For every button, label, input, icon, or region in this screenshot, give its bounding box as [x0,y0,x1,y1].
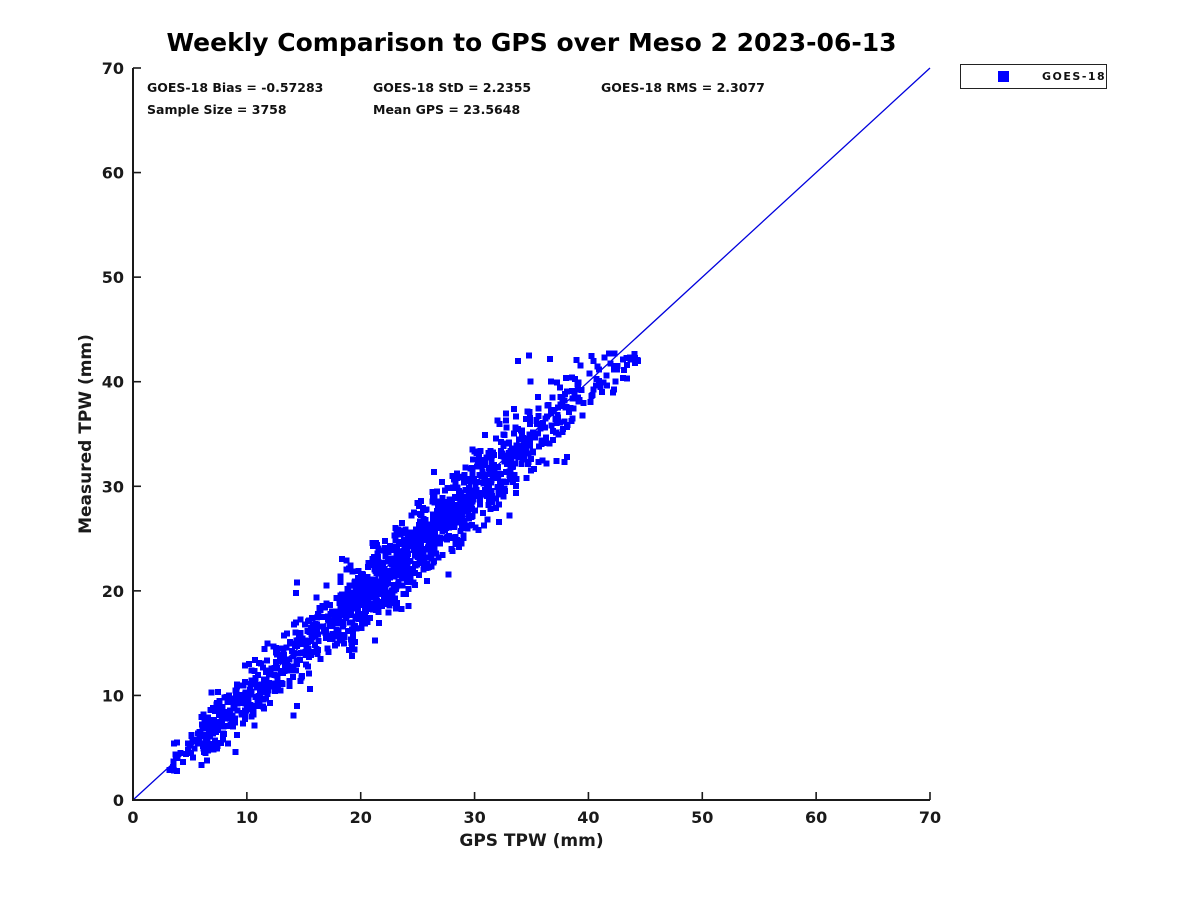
y-axis-tick-labels: 0 10 20 30 40 50 60 70 [102,59,124,810]
stat-mean-gps: Mean GPS = 23.5648 [373,102,521,117]
svg-text:10: 10 [236,808,258,827]
svg-text:0: 0 [113,791,124,810]
svg-text:60: 60 [805,808,827,827]
legend: GOES-18 [960,64,1107,89]
stat-rms: GOES-18 RMS = 2.3077 [601,80,765,95]
scatter-points [166,350,642,774]
svg-text:0: 0 [127,808,138,827]
svg-text:20: 20 [350,808,372,827]
svg-text:40: 40 [577,808,599,827]
stat-std: GOES-18 StD = 2.2355 [373,80,532,95]
svg-text:70: 70 [102,59,124,78]
x-axis-label: GPS TPW (mm) [459,831,604,851]
svg-text:40: 40 [102,373,124,392]
svg-text:50: 50 [102,268,124,287]
y-axis-ticks [133,67,141,801]
svg-text:30: 30 [463,808,485,827]
legend-entry-label: GOES-18 [1042,70,1107,83]
y-axis-label: Measured TPW (mm) [76,334,96,534]
svg-text:70: 70 [919,808,941,827]
x-axis-tick-labels: 0 10 20 30 40 50 60 70 [127,808,941,827]
svg-text:50: 50 [691,808,713,827]
svg-text:30: 30 [102,477,124,496]
chart-title: Weekly Comparison to GPS over Meso 2 202… [166,28,897,57]
svg-text:20: 20 [102,582,124,601]
stat-sample-size: Sample Size = 3758 [147,102,287,117]
svg-text:60: 60 [102,164,124,183]
svg-text:10: 10 [102,686,124,705]
x-axis-ticks [132,792,931,800]
legend-square-marker-icon [998,71,1009,82]
stat-bias: GOES-18 Bias = -0.57283 [147,80,324,95]
